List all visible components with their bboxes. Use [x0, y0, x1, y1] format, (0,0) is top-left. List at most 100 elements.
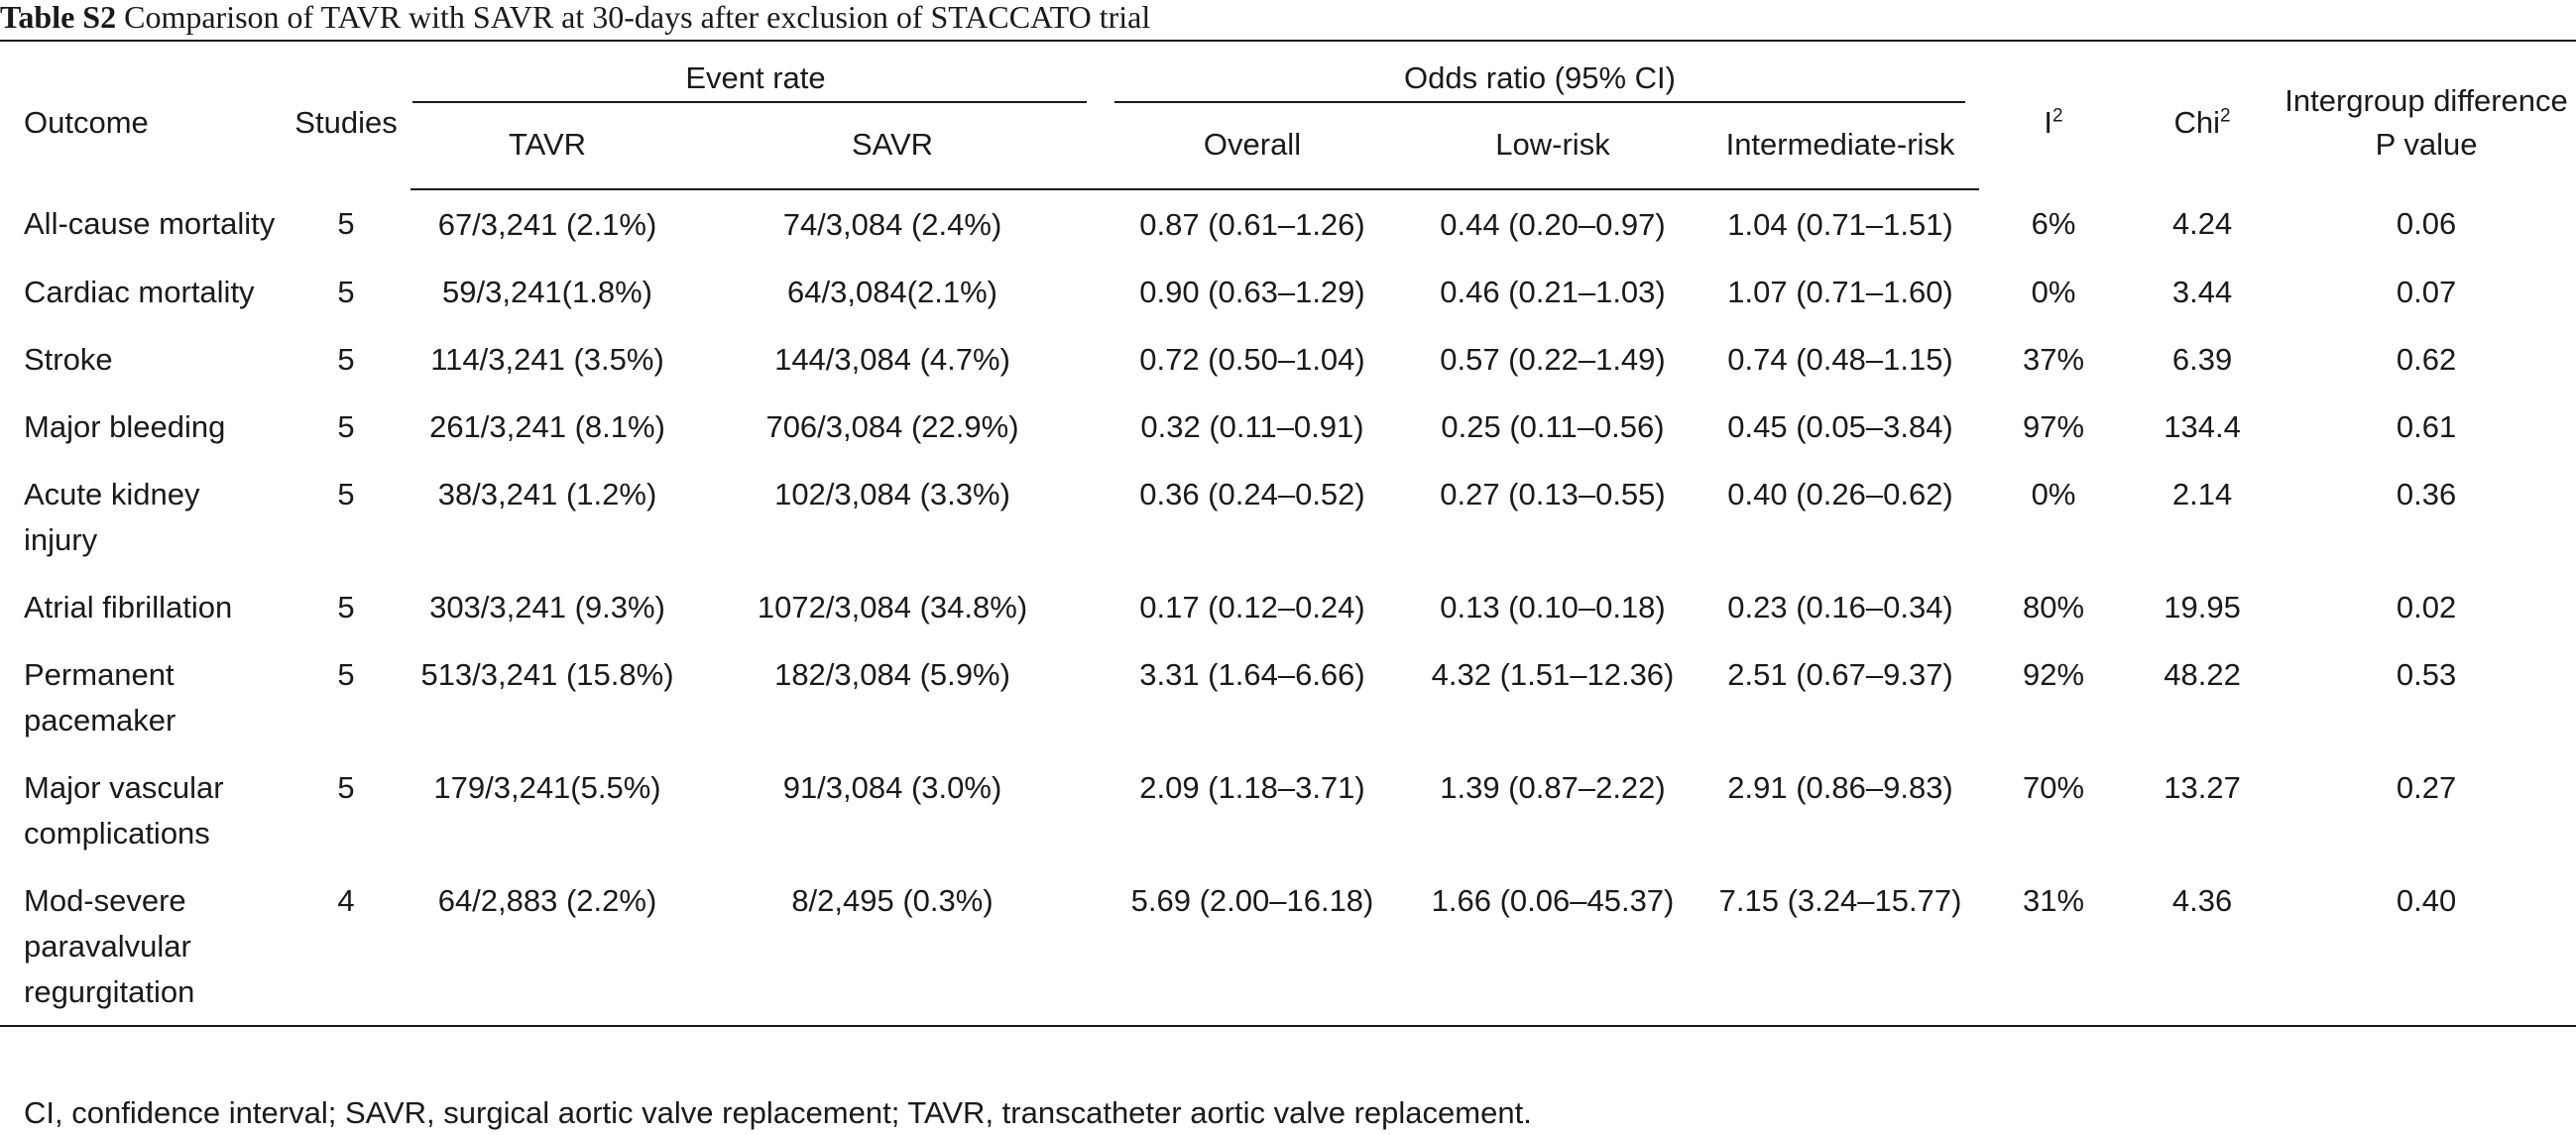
cell-outcome: Acute kidney injury [24, 477, 200, 557]
cell-outcome: Major vascular complications [24, 770, 224, 851]
header-low-risk: Low-risk [1404, 101, 1701, 190]
cell-tavr: 64/2,883 (2.2%) [437, 883, 657, 918]
header-outcome: Outcome [24, 104, 149, 140]
table-row: Permanent pacemaker 5 513/3,241 (15.8%) 182… [0, 640, 2576, 753]
table-row: Atrial fibrillation 5 303/3,241 (9.3%) 1072… [0, 573, 2576, 640]
cell-savr: 91/3,084 (3.0%) [782, 770, 1002, 805]
cell-chi2: 6.39 [2171, 342, 2233, 377]
cell-low-risk: 1.66 (0.06–45.37) [1431, 883, 1675, 918]
header-tavr: TAVR [410, 101, 684, 190]
cell-low-risk: 1.39 (0.87–2.22) [1440, 770, 1666, 805]
cell-tavr: 67/3,241 (2.1%) [437, 207, 657, 242]
cell-intermediate-risk: 0.23 (0.16–0.34) [1727, 590, 1953, 624]
cell-outcome: Cardiac mortality [24, 275, 255, 309]
cell-chi2: 3.44 [2171, 275, 2233, 309]
cell-chi2: 13.27 [2164, 770, 2241, 805]
table-row: Cardiac mortality 5 59/3,241(1.8%) 64/3,084… [0, 258, 2576, 325]
cell-low-risk: 0.27 (0.13–0.55) [1440, 477, 1666, 511]
table-title: Table S2 Comparison of TAVR with SAVR at… [0, 0, 1150, 38]
table-row: All-cause mortality 5 67/3,241 (2.1%) 74/3,… [0, 189, 2576, 258]
cell-i2: 0% [2031, 477, 2076, 511]
header-intermediate-risk: Intermediate-risk [1701, 101, 1980, 190]
cell-savr: 706/3,084 (22.9%) [765, 409, 1019, 444]
cell-tavr: 114/3,241 (3.5%) [430, 342, 664, 377]
cell-studies: 4 [337, 883, 355, 918]
header-chi2-superscript: 2 [2220, 105, 2231, 127]
cell-savr: 74/3,084 (2.4%) [782, 207, 1002, 242]
cell-low-risk: 0.13 (0.10–0.18) [1440, 590, 1666, 624]
results-table-wrapper: Outcome Studies Event rate Odds ratio (9… [0, 40, 2576, 1027]
cell-studies: 5 [337, 275, 355, 309]
table-row: Major vascular complications 5 179/3,241(5… [0, 753, 2576, 866]
results-table: Outcome Studies Event rate Odds ratio (9… [0, 40, 2576, 1027]
cell-i2: 80% [2023, 590, 2085, 624]
cell-p-value: 0.53 [2396, 657, 2457, 692]
cell-i2: 97% [2023, 409, 2085, 444]
table-row: Mod-severe paravalvular regurgitation 4 64… [0, 866, 2576, 1026]
header-intergroup-p: Intergroup difference P value [2284, 82, 2568, 162]
cell-savr: 144/3,084 (4.7%) [774, 342, 1010, 377]
cell-intermediate-risk: 0.40 (0.26–0.62) [1727, 477, 1953, 511]
cell-i2: 0% [2031, 275, 2076, 309]
cell-outcome: Permanent pacemaker [24, 657, 176, 738]
cell-studies: 5 [337, 409, 355, 444]
cell-tavr: 261/3,241 (8.1%) [429, 409, 665, 444]
cell-low-risk: 0.46 (0.21–1.03) [1440, 275, 1666, 309]
cell-tavr: 179/3,241(5.5%) [433, 770, 661, 805]
cell-outcome: Stroke [24, 342, 113, 377]
table-row: Major bleeding 5 261/3,241 (8.1%) 706/3,084… [0, 393, 2576, 460]
cell-studies: 5 [337, 477, 355, 511]
header-overall: Overall [1101, 101, 1404, 190]
table-row: Acute kidney injury 5 38/3,241 (1.2%) 102/3… [0, 460, 2576, 573]
cell-intermediate-risk: 1.04 (0.71–1.51) [1727, 207, 1953, 242]
cell-overall: 0.32 (0.11–0.91) [1140, 409, 1364, 444]
cell-outcome: Mod-severe paravalvular regurgitation [24, 883, 195, 1009]
table-row: Stroke 5 114/3,241 (3.5%) 144/3,084 (4.7%) 0… [0, 325, 2576, 393]
cell-chi2: 48.22 [2164, 657, 2241, 692]
cell-intermediate-risk: 0.74 (0.48–1.15) [1727, 342, 1953, 377]
cell-savr: 102/3,084 (3.3%) [774, 477, 1010, 511]
cell-p-value: 0.40 [2396, 883, 2457, 918]
cell-overall: 2.09 (1.18–3.71) [1139, 770, 1365, 805]
cell-chi2: 4.36 [2171, 883, 2233, 918]
cell-p-value: 0.36 [2396, 477, 2457, 511]
cell-i2: 70% [2023, 770, 2085, 805]
cell-overall: 0.17 (0.12–0.24) [1139, 590, 1365, 624]
cell-studies: 5 [337, 206, 355, 241]
header-row-2: TAVR SAVR Overall Low-risk Intermediate-… [0, 101, 2576, 190]
header-savr: SAVR [684, 101, 1101, 190]
cell-i2: 6% [2031, 206, 2076, 241]
cell-studies: 5 [337, 770, 355, 805]
header-odds-ratio: Odds ratio (95% CI) [1101, 41, 1979, 102]
cell-tavr: 38/3,241 (1.2%) [437, 477, 657, 511]
table-body: All-cause mortality 5 67/3,241 (2.1%) 74/3,… [0, 189, 2576, 1026]
cell-p-value: 0.61 [2396, 409, 2457, 444]
cell-intermediate-risk: 1.07 (0.71–1.60) [1727, 275, 1953, 309]
table-footnote: CI, confidence interval; SAVR, surgical … [24, 1095, 1532, 1130]
cell-savr: 182/3,084 (5.9%) [774, 657, 1010, 692]
cell-low-risk: 4.32 (1.51–12.36) [1431, 657, 1675, 692]
cell-intermediate-risk: 0.45 (0.05–3.84) [1727, 409, 1953, 444]
header-i2: I2 [1979, 41, 2128, 189]
header-chi2: Chi2 [2128, 41, 2277, 189]
cell-chi2: 2.14 [2171, 477, 2233, 511]
cell-i2: 37% [2023, 342, 2085, 377]
cell-savr: 64/3,084(2.1%) [787, 275, 997, 309]
header-chi2-base: Chi [2173, 104, 2220, 140]
cell-tavr: 303/3,241 (9.3%) [429, 590, 665, 624]
cell-p-value: 0.27 [2396, 770, 2457, 805]
cell-outcome: Atrial fibrillation [24, 590, 233, 624]
cell-chi2: 134.4 [2164, 409, 2241, 444]
cell-overall: 0.36 (0.24–0.52) [1139, 477, 1365, 511]
cell-outcome: Major bleeding [24, 409, 226, 444]
cell-i2: 31% [2023, 883, 2085, 918]
cell-savr: 1072/3,084 (34.8%) [757, 590, 1028, 624]
cell-p-value: 0.02 [2396, 590, 2457, 624]
cell-outcome: All-cause mortality [24, 206, 276, 241]
cell-chi2: 4.24 [2171, 206, 2233, 241]
cell-tavr: 59/3,241(1.8%) [442, 275, 652, 309]
header-studies: Studies [294, 104, 398, 140]
cell-overall: 0.90 (0.63–1.29) [1139, 275, 1365, 309]
cell-p-value: 0.06 [2396, 206, 2457, 241]
cell-overall: 0.87 (0.61–1.26) [1139, 207, 1365, 242]
